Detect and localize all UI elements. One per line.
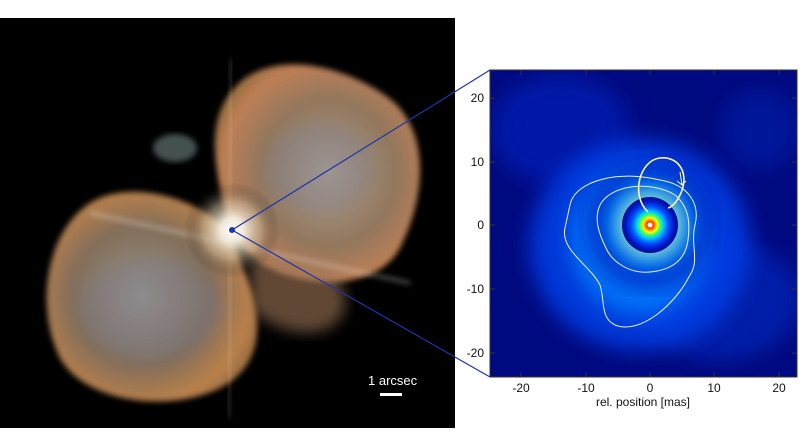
x-axis-label: rel. position [mas] — [596, 395, 690, 409]
scalebar-label: 1 arcsec — [368, 373, 418, 388]
zoom-connector-bottom — [231, 229, 491, 378]
plot-frame — [489, 69, 798, 378]
x-tick-label: -10 — [577, 381, 595, 395]
y-tick-label: -10 — [467, 282, 485, 296]
y-tick-label: 10 — [471, 155, 485, 169]
y-tick-label: 20 — [471, 91, 485, 105]
orbit-ellipse — [637, 157, 685, 213]
x-tick-label: 0 — [647, 381, 654, 395]
scalebar — [380, 393, 402, 396]
x-tick-label: -20 — [512, 381, 530, 395]
y-ticks — [490, 97, 797, 354]
x-tick-label: 10 — [707, 381, 721, 395]
x-tick-label: 20 — [772, 381, 786, 395]
y-tick-label: 0 — [477, 218, 484, 232]
y-tick-label: -20 — [467, 346, 485, 360]
nebula-photo: 1 arcsec — [0, 18, 455, 428]
interferometry-heatmap — [490, 70, 797, 377]
x-ticks — [520, 70, 780, 377]
zoom-connector-top — [231, 69, 491, 231]
contour-outer — [564, 175, 697, 328]
contour-middle — [596, 185, 690, 273]
nebula-image — [0, 18, 455, 428]
orbit-arrow — [676, 171, 687, 186]
